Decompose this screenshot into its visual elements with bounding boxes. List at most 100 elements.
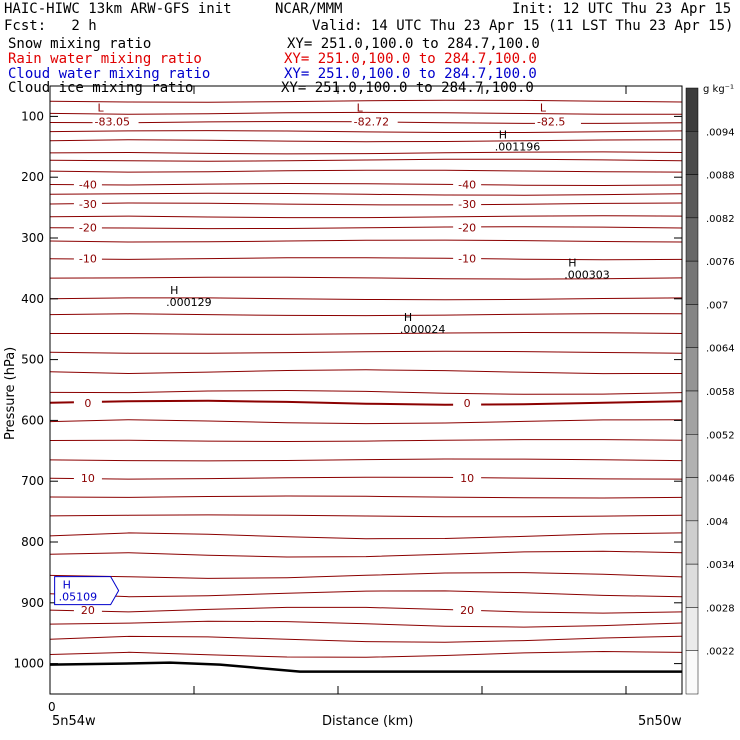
contour-label-bg [453,221,482,234]
field-name-cloud-water: Cloud water mixing ratio [8,66,211,82]
y-tick-label: 500 [21,353,44,367]
minimum-value: -83.05 [95,115,130,128]
contour-line [49,606,683,614]
colorbar-tick-label: .0034 [706,560,735,571]
minimum-symbol: L [97,101,104,114]
colorbar-tick-label: .0088 [706,171,735,182]
minimum-value: -82.5 [537,115,565,128]
maximum-value: .000303 [564,268,610,281]
field-name-cloud-ice: Cloud ice mixing ratio [8,80,194,96]
colorbar-tick-label: .007 [706,300,728,311]
colorbar-tick-label: .0046 [706,474,735,485]
contour-label-bg [73,604,102,617]
contour-label-bg [453,472,482,485]
field-xy-rain: XY= 251.0,100.0 to 284.7,100.0 [284,51,537,67]
contour-line [49,495,683,499]
plot-frame [49,85,683,695]
extrema-layer: L-83.05L-82.72L-82.5H.001196H.000303H.00… [54,101,610,606]
contour-line [49,550,683,558]
field-xy-cloud-water: XY= 251.0,100.0 to 284.7,100.0 [284,66,537,82]
maximum-box [54,576,120,606]
colorbar-swatch [685,563,699,608]
contour-label: 0 [84,397,91,410]
contour-line [49,192,683,196]
contour-label-layer: -40 -40 -30 -30 -20 -20 -10 -10 0 0 10 10 20 20 [73,178,482,617]
colorbar-tick-label: .0022 [706,647,735,658]
contour-line [49,635,683,643]
contour-line [49,215,683,219]
model-title: HAIC-HIWC 13km ARW-GFS init [4,1,232,17]
contour-label: -20 [458,222,476,235]
contour-label: -20 [79,222,97,235]
maximum-symbol: H [499,129,507,142]
forecast-hour: Fcst: 2 h [4,18,97,34]
colorbar-tick-label: .0064 [706,344,735,355]
contour-label: 20 [460,604,474,617]
colorbar: .0094 .0088 .0082 .0076 .007 .0064 .0058 .0052.… [685,87,735,695]
contour-label-bg [453,604,482,617]
contour-label-bg [73,396,102,409]
minimum-symbol: L [357,101,364,114]
contour-line [49,439,683,443]
contour-line [49,620,683,628]
contour-line [50,331,683,335]
colorbar-swatch [685,434,699,478]
contour-line [49,130,683,133]
contour-line [49,532,683,540]
colorbar-swatch [685,477,699,522]
maximum-value: .000024 [400,323,446,336]
org-label: NCAR/MMM [275,1,343,17]
y-tick-label: 200 [21,170,44,184]
minimum-symbol: L [540,101,547,114]
contour-line [49,458,683,462]
contour-line [49,399,683,406]
colorbar-swatch [685,217,699,262]
contour-line [49,369,683,375]
maximum-symbol: H [568,256,576,269]
minimum-value-bg [534,115,581,128]
contour-line [49,297,683,301]
contour-label-bg [73,221,102,234]
contour-line [49,257,683,261]
field-name-snow: Snow mixing ratio [8,36,152,52]
contour-label-bg [73,252,102,265]
y-tick-label: 800 [21,535,44,549]
x-right-endpoint: 5n50w [638,714,682,729]
contour-label-bg [453,396,482,409]
colorbar-swatch [685,520,699,565]
maximum-value: .000129 [166,296,212,309]
field-name-rain: Rain water mixing ratio [8,51,202,67]
contour-label: 20 [81,604,95,617]
surface-line [49,661,682,673]
colorbar-swatch [685,304,699,348]
init-time: Init: 12 UTC Thu 23 Apr 15 [512,1,732,17]
contour-label-bg [73,197,102,210]
colorbar-swatch [685,131,699,175]
contour-label: 0 [464,397,471,410]
colorbar-swatch [685,607,699,651]
y-axis-title: Pressure (hPa) [3,347,18,440]
contour-line [49,419,683,425]
minimum-value: -82.72 [354,115,389,128]
y-tick-label: 700 [21,474,44,488]
maximum-symbol: H [404,311,412,324]
colorbar-tick-label: .0082 [706,214,735,225]
colorbar-swatch [685,650,699,695]
x-left-endpoint: 5n54w [52,714,96,729]
field-xy-snow: XY= 251.0,100.0 to 284.7,100.0 [287,36,540,52]
y-tick-label: 400 [21,292,44,306]
contour-label-bg [453,252,482,265]
colorbar-tick-label: .004 [706,517,728,528]
minimum-value-bg [92,115,139,128]
contour-line [49,313,683,317]
contour-label: -40 [79,178,97,191]
contour-line [49,202,683,206]
contour-line [49,389,683,395]
contour-line [49,169,683,173]
contour-line [49,590,683,598]
maximum-value: .001196 [495,141,540,154]
colorbar-tick-label: .0094 [706,127,735,138]
